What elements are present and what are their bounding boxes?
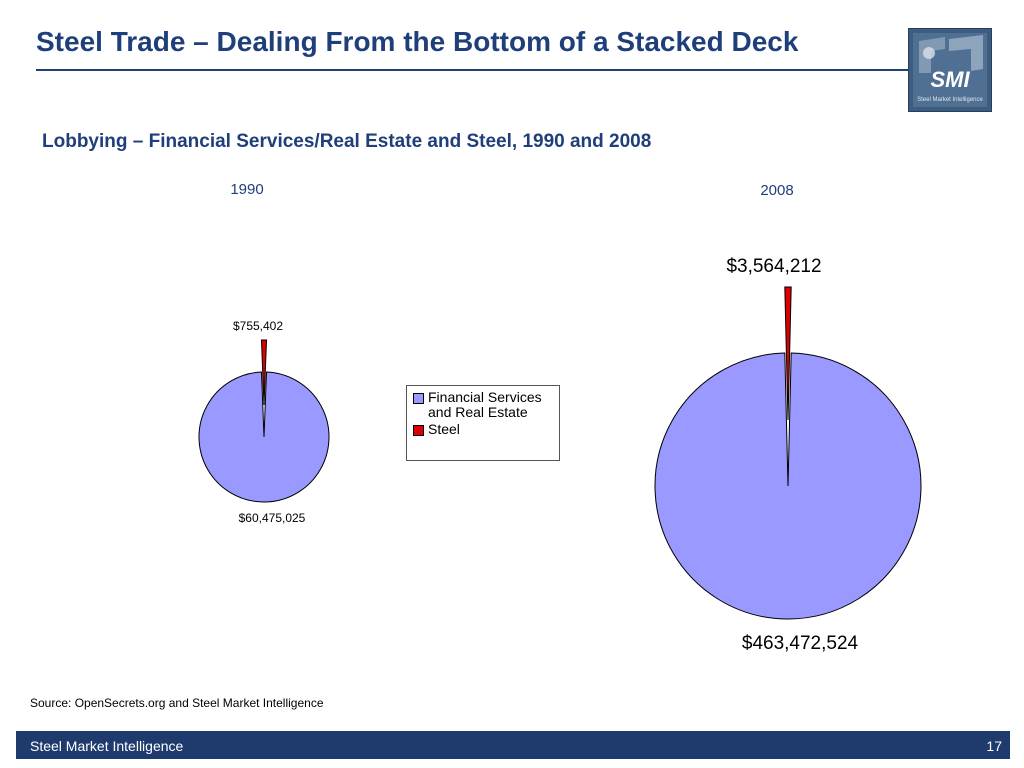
pie-title-1990: 1990: [230, 181, 263, 198]
data-label-steel-1990: $755,402: [233, 319, 283, 333]
source-note: Source: OpenSecrets.org and Steel Market…: [30, 696, 324, 710]
chart-legend: Financial Services and Real Estate Steel: [406, 385, 560, 461]
legend-label-financial-line2: and Real Estate: [428, 404, 528, 420]
legend-swatch-steel: [413, 425, 424, 436]
slide-title: Steel Trade – Dealing From the Bottom of…: [36, 26, 799, 57]
footer-bar: Steel Market Intelligence 17: [16, 731, 1010, 759]
smi-logo: SMI Steel Market Intelligence: [908, 28, 992, 112]
pie-slice-financial-2008: [654, 352, 922, 620]
data-label-financial-2008: $463,472,524: [742, 633, 859, 654]
legend-label-steel: Steel: [428, 421, 460, 437]
logo-text: SMI: [930, 67, 970, 92]
logo-caption: Steel Market Intelligence: [917, 97, 983, 103]
legend-label-financial: Financial Services and Real Estate: [428, 390, 542, 420]
pie-slice-steel-1990: [260, 339, 268, 406]
data-label-financial-1990: $60,475,025: [239, 511, 306, 525]
chart-subtitle: Lobbying – Financial Services/Real Estat…: [42, 131, 652, 152]
logo-graphic: SMI Steel Market Intelligence: [913, 33, 987, 107]
legend-item-financial: Financial Services and Real Estate: [413, 390, 555, 420]
title-underline: [36, 69, 908, 71]
pie-title-2008: 2008: [760, 182, 793, 199]
data-label-steel-2008: $3,564,212: [726, 256, 821, 277]
pie-slice-financial-1990: [198, 371, 330, 503]
footer-company: Steel Market Intelligence: [30, 738, 184, 754]
legend-swatch-financial: [413, 393, 424, 404]
page-number: 17: [986, 738, 1002, 754]
pie-slice-steel-2008: [784, 286, 792, 421]
legend-item-steel: Steel: [413, 422, 555, 437]
legend-label-financial-line1: Financial Services: [428, 389, 542, 405]
